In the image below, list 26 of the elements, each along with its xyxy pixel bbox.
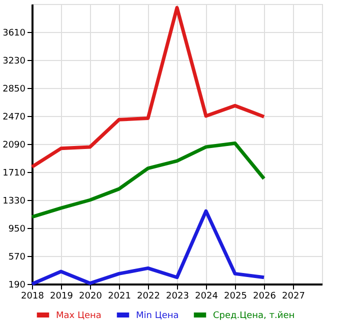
line-series <box>30 6 266 169</box>
legend-label: Сред.Цена, т.йен <box>213 311 295 321</box>
y-tick-label: 3610 <box>2 28 26 38</box>
x-tick-label: 2026 <box>253 292 276 302</box>
x-tick-label: 2024 <box>195 292 218 302</box>
legend-label: Max Цена <box>56 311 102 321</box>
y-tick-label: 2470 <box>2 112 26 122</box>
x-tick-label: 2021 <box>108 292 131 302</box>
y-tick-label: 2850 <box>2 84 26 94</box>
x-tick-label: 2019 <box>50 292 74 302</box>
x-tick-label: 2020 <box>79 292 102 302</box>
legend-label: Min Цена <box>136 311 179 321</box>
x-tick-label: 2022 <box>137 292 160 302</box>
y-tick-label: 190 <box>8 280 26 290</box>
y-tick-label: 3230 <box>2 56 26 66</box>
y-tick-label: 1330 <box>2 196 26 206</box>
y-tick-label: 950 <box>8 224 26 234</box>
x-tick-label: 2023 <box>166 292 189 302</box>
y-tick-label: 2090 <box>2 140 26 150</box>
line-series <box>30 209 266 286</box>
x-tick-label: 2025 <box>224 292 247 302</box>
x-tick-label: 2018 <box>21 292 44 302</box>
y-tick-label: 1710 <box>2 168 26 178</box>
line-series <box>30 142 266 219</box>
x-tick-label: 2027 <box>282 292 305 302</box>
y-tick-label: 570 <box>8 252 26 262</box>
